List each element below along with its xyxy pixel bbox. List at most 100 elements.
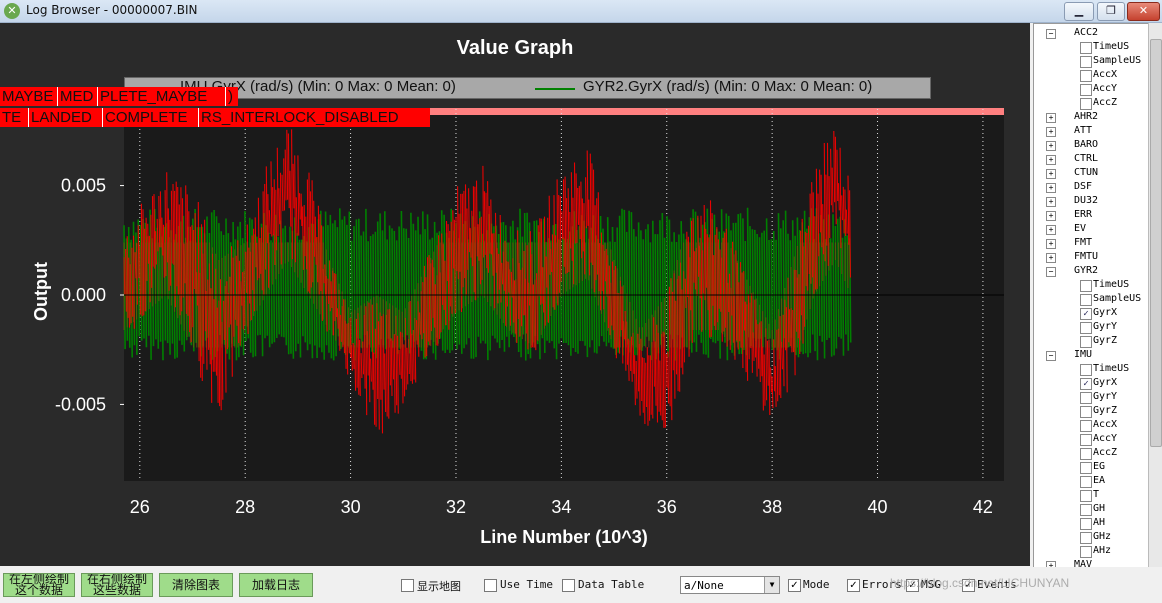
- tree-field[interactable]: AccZ: [1034, 96, 1149, 110]
- tree-group[interactable]: + DSF: [1034, 180, 1149, 194]
- tree-field[interactable]: T: [1034, 488, 1149, 502]
- expand-icon[interactable]: +: [1046, 113, 1056, 123]
- tree-group[interactable]: + FMTU: [1034, 250, 1149, 264]
- tree-field-checkbox[interactable]: [1080, 504, 1092, 516]
- mode-checkbox[interactable]: ✓: [788, 579, 801, 592]
- maximize-button[interactable]: ❐: [1097, 2, 1125, 21]
- tree-group[interactable]: + CTUN: [1034, 166, 1149, 180]
- field-tree[interactable]: − ACC2 TimeUS SampleUS AccX AccY AccZ + AHR2 + ATT…: [1033, 23, 1150, 578]
- tree-field[interactable]: ✓ GyrX: [1034, 306, 1149, 320]
- tree-group[interactable]: + AHR2: [1034, 110, 1149, 124]
- tree-field-checkbox[interactable]: [1080, 294, 1092, 306]
- tree-field[interactable]: ✓ GyrX: [1034, 376, 1149, 390]
- tree-field[interactable]: TimeUS: [1034, 40, 1149, 54]
- tree-field-checkbox[interactable]: [1080, 546, 1092, 558]
- tree-field-checkbox[interactable]: [1080, 476, 1092, 488]
- tree-field-checkbox[interactable]: [1080, 70, 1092, 82]
- tree-group[interactable]: − GYR2: [1034, 264, 1149, 278]
- tree-field[interactable]: AccY: [1034, 432, 1149, 446]
- tree-field-checkbox[interactable]: [1080, 42, 1092, 54]
- tree-field[interactable]: SampleUS: [1034, 54, 1149, 68]
- plot-svg[interactable]: 26 28 30 32 34 36 38 40 42 0.005 0.000 -0.005: [0, 23, 1030, 566]
- tree-field[interactable]: GH: [1034, 502, 1149, 516]
- expand-icon[interactable]: +: [1046, 239, 1056, 249]
- tree-field[interactable]: GHz: [1034, 530, 1149, 544]
- tree-group[interactable]: + BARO: [1034, 138, 1149, 152]
- tree-group[interactable]: + CTRL: [1034, 152, 1149, 166]
- tree-group[interactable]: + DU32: [1034, 194, 1149, 208]
- collapse-icon[interactable]: −: [1046, 29, 1056, 39]
- param-combo[interactable]: a/None ▼: [680, 576, 780, 594]
- minimize-button[interactable]: ▁: [1064, 2, 1094, 21]
- tree-field-checkbox[interactable]: [1080, 434, 1092, 446]
- tree-field[interactable]: TimeUS: [1034, 278, 1149, 292]
- tree-field[interactable]: TimeUS: [1034, 362, 1149, 376]
- tree-scrollbar[interactable]: [1148, 23, 1162, 576]
- tree-field-checkbox[interactable]: [1080, 280, 1092, 292]
- tree-group[interactable]: + EV: [1034, 222, 1149, 236]
- tree-field[interactable]: EA: [1034, 474, 1149, 488]
- close-button[interactable]: ✕: [1127, 2, 1160, 21]
- errors-checkbox[interactable]: ✓: [847, 579, 860, 592]
- tree-group[interactable]: + FMT: [1034, 236, 1149, 250]
- tree-field-checkbox[interactable]: [1080, 420, 1092, 432]
- expand-icon[interactable]: +: [1046, 127, 1056, 137]
- expand-icon[interactable]: +: [1046, 183, 1056, 193]
- tree-field-checkbox[interactable]: [1080, 322, 1092, 334]
- expand-icon[interactable]: +: [1046, 253, 1056, 263]
- tree-field[interactable]: GyrZ: [1034, 334, 1149, 348]
- tree-field-checkbox[interactable]: [1080, 84, 1092, 96]
- tree-field[interactable]: AccX: [1034, 68, 1149, 82]
- collapse-icon[interactable]: −: [1046, 267, 1056, 277]
- tree-field-checkbox[interactable]: [1080, 56, 1092, 68]
- tree-field-checkbox[interactable]: [1080, 364, 1092, 376]
- tree-field[interactable]: GyrY: [1034, 390, 1149, 404]
- tree-field[interactable]: GyrY: [1034, 320, 1149, 334]
- tree-group[interactable]: + ATT: [1034, 124, 1149, 138]
- expand-icon[interactable]: +: [1046, 211, 1056, 221]
- expand-icon[interactable]: +: [1046, 197, 1056, 207]
- tree-field-checkbox[interactable]: ✓: [1080, 308, 1092, 320]
- tree-field-checkbox[interactable]: [1080, 518, 1092, 530]
- expand-icon[interactable]: +: [1046, 141, 1056, 151]
- expand-icon[interactable]: +: [1046, 169, 1056, 179]
- msg-checkbox[interactable]: ✓: [906, 579, 919, 592]
- expand-icon[interactable]: +: [1046, 225, 1056, 235]
- show-map-checkbox[interactable]: [401, 579, 414, 592]
- tree-field-checkbox[interactable]: ✓: [1080, 378, 1092, 390]
- tree-field-checkbox[interactable]: [1080, 490, 1092, 502]
- tree-field[interactable]: AccX: [1034, 418, 1149, 432]
- tree-group[interactable]: − IMU: [1034, 348, 1149, 362]
- events-checkbox[interactable]: ✓: [962, 579, 975, 592]
- tree-field-checkbox[interactable]: [1080, 392, 1092, 404]
- tree-field[interactable]: GyrZ: [1034, 404, 1149, 418]
- tree-field-checkbox[interactable]: [1080, 336, 1092, 348]
- data-table-checkbox[interactable]: [562, 579, 575, 592]
- tree-group[interactable]: + ERR: [1034, 208, 1149, 222]
- collapse-icon[interactable]: −: [1046, 351, 1056, 361]
- tree-field[interactable]: AccZ: [1034, 446, 1149, 460]
- tree-field-checkbox[interactable]: [1080, 98, 1092, 110]
- use-time-checkbox[interactable]: [484, 579, 497, 592]
- clear-graph-button[interactable]: 清除图表: [159, 573, 233, 597]
- tree-field[interactable]: AccY: [1034, 82, 1149, 96]
- legend-item-imu: IMU.GyrX (rad/s) (Min: 0 Max: 0 Mean: 0): [180, 78, 456, 95]
- graph-panel[interactable]: Value Graph IMU.GyrX (rad/s) (Min: 0 Max…: [0, 23, 1030, 566]
- tree-field[interactable]: EG: [1034, 460, 1149, 474]
- tree-field-checkbox[interactable]: [1080, 406, 1092, 418]
- tree-group[interactable]: − ACC2: [1034, 26, 1149, 40]
- tree-field[interactable]: AHz: [1034, 544, 1149, 558]
- graph-right-button[interactable]: 在右侧绘制 这些数据: [81, 573, 153, 597]
- scroll-thumb[interactable]: [1150, 39, 1162, 447]
- tree-field-checkbox[interactable]: [1080, 462, 1092, 474]
- tree-field[interactable]: AH: [1034, 516, 1149, 530]
- tree-field[interactable]: SampleUS: [1034, 292, 1149, 306]
- graph-left-button[interactable]: 在左侧绘制 这个数据: [3, 573, 75, 597]
- chevron-down-icon[interactable]: ▼: [764, 577, 779, 593]
- x-tick-label: 28: [235, 497, 255, 517]
- tree-field-checkbox[interactable]: [1080, 532, 1092, 544]
- tree-field-checkbox[interactable]: [1080, 448, 1092, 460]
- expand-icon[interactable]: +: [1046, 155, 1056, 165]
- load-log-button[interactable]: 加载日志: [239, 573, 313, 597]
- mode-cell: ): [225, 87, 233, 106]
